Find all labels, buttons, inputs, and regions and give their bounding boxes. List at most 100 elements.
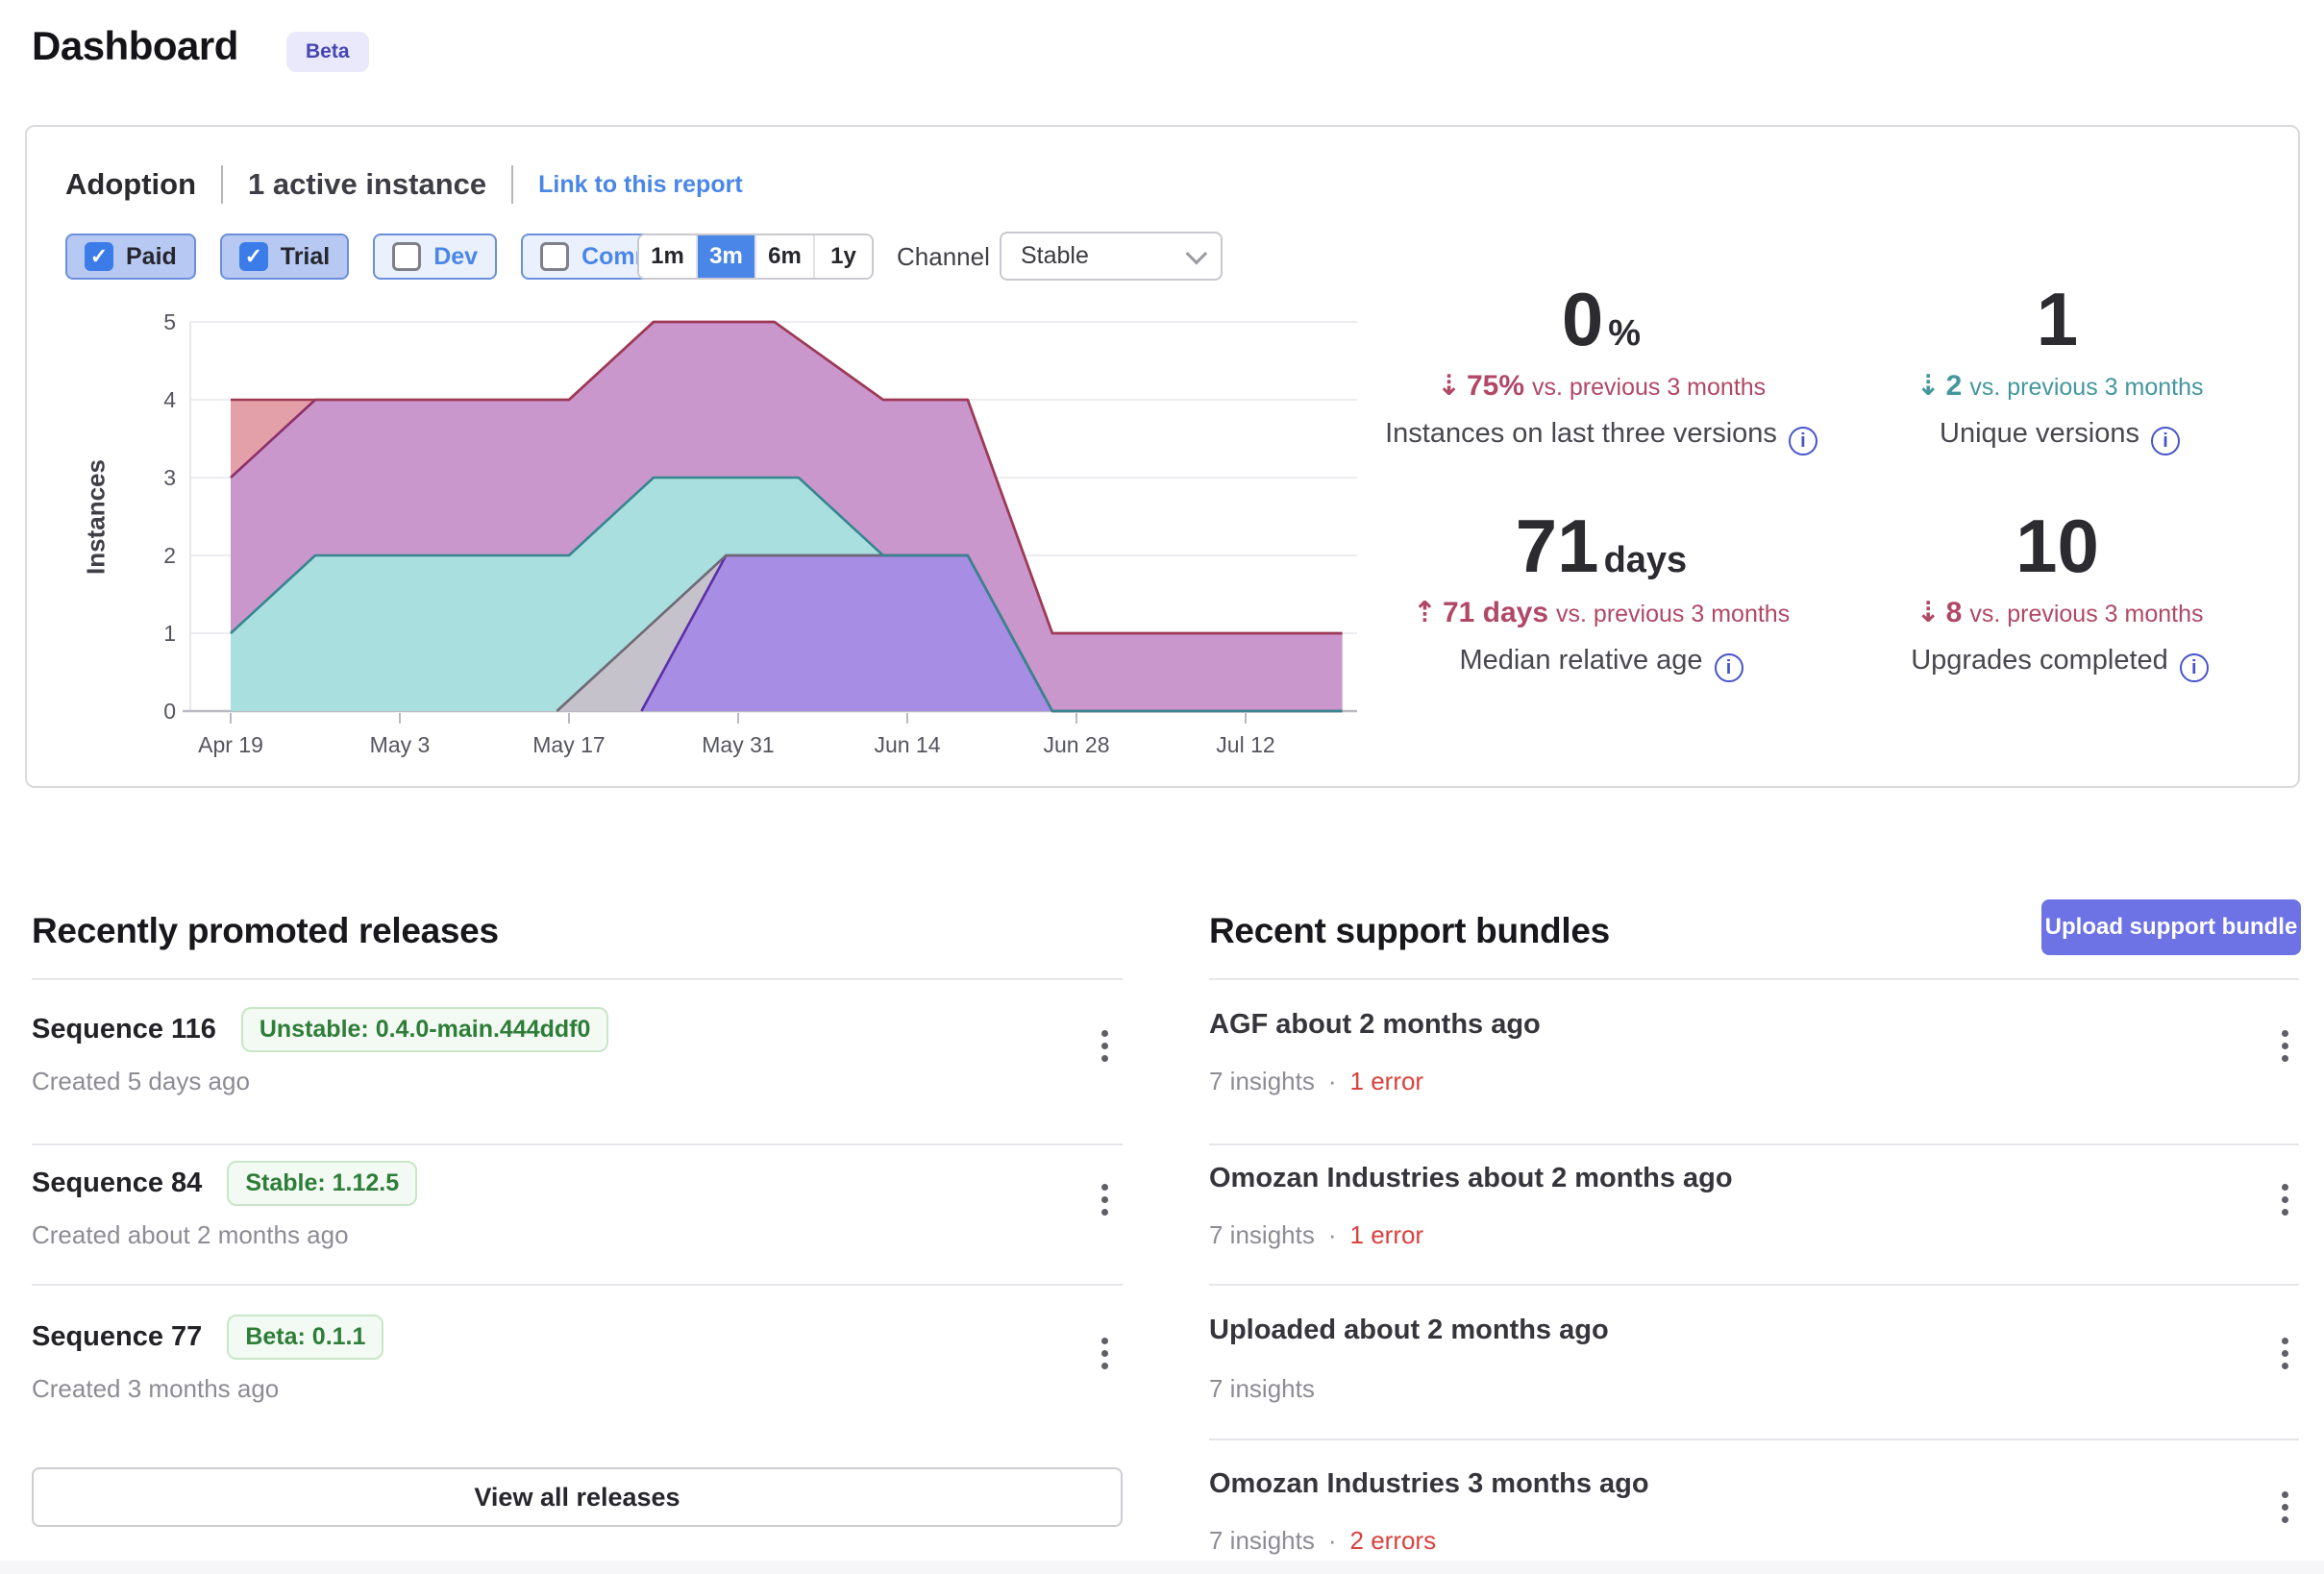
info-icon[interactable]: i: [1788, 427, 1817, 456]
checkbox-checked-icon[interactable]: ✓: [85, 242, 113, 271]
view-all-releases-button[interactable]: View all releases: [32, 1467, 1123, 1527]
upload-support-bundle-button[interactable]: Upload support bundle: [2041, 899, 2301, 955]
info-icon[interactable]: i: [2150, 427, 2180, 456]
arrow-down-dashed-icon: ⇣: [1916, 595, 1941, 629]
chevron-down-icon: [1185, 242, 1208, 264]
release-channel-badge: Unstable: 0.4.0-main.444ddf0: [240, 1007, 609, 1052]
release-channel-badge: Stable: 1.12.5: [227, 1161, 418, 1206]
stat-median-relative-age: 71 days ⇡ 71 days vs. previous 3 months Med…: [1371, 506, 1832, 683]
bundle-row-title[interactable]: AGF about 2 months ago: [1209, 1009, 1541, 1040]
stat-value: 10: [2015, 504, 2099, 588]
filter-chip-dev[interactable]: Dev: [373, 234, 498, 280]
svg-text:3: 3: [163, 465, 176, 490]
active-instances-count: 1 active instance: [248, 167, 487, 201]
bundles-heading: Recent support bundles: [1209, 911, 1610, 950]
time-range-1m[interactable]: 1m: [639, 235, 698, 278]
beta-badge: Beta: [286, 32, 369, 72]
kebab-menu-icon[interactable]: [2282, 1491, 2289, 1523]
bundle-row-title[interactable]: Omozan Industries about 2 months ago: [1209, 1163, 1733, 1193]
filter-chip-label: Trial: [280, 242, 331, 270]
meta-dot: ·: [1327, 1526, 1337, 1555]
release-created: Created 5 days ago: [32, 1067, 250, 1095]
filter-chip-label: Paid: [126, 242, 177, 270]
stat-label: Median relative age i: [1371, 645, 1832, 683]
stat-label: Unique versions i: [1829, 418, 2290, 456]
bundle-row-title[interactable]: Omozan Industries 3 months ago: [1209, 1468, 1649, 1499]
divider: [1209, 978, 2299, 980]
kebab-menu-icon[interactable]: [2282, 1338, 2289, 1369]
bundle-error-count: 2 errors: [1349, 1526, 1437, 1555]
time-range-3m[interactable]: 3m: [698, 235, 756, 278]
header-divider: [221, 165, 224, 204]
time-range-1y[interactable]: 1y: [815, 235, 872, 278]
bundle-error-count: 1 error: [1349, 1067, 1424, 1095]
arrow-up-dashed-icon: ⇡: [1412, 595, 1437, 629]
bundle-meta: 7 insights: [1209, 1374, 1315, 1404]
time-range-selector: 1m 3m 6m 1y: [637, 234, 874, 280]
bundle-insights: 7 insights: [1209, 1067, 1315, 1095]
release-row-title[interactable]: Sequence 77 Beta: 0.1.1: [32, 1315, 384, 1360]
filter-chip-trial[interactable]: ✓ Trial: [219, 234, 350, 280]
channel-select-value: Stable: [1021, 242, 1089, 269]
stat-label: Instances on last three versions i: [1371, 418, 1832, 456]
adoption-area-chart: 0 1 2 3 4 5 Apr 19 May 3 May 17 May 31 Jun 14 Jun 2…: [163, 309, 1357, 757]
svg-text:2: 2: [163, 543, 176, 568]
bundle-meta: 7 insights · 1 error: [1209, 1220, 1423, 1250]
svg-text:5: 5: [163, 309, 176, 334]
bundle-error-count: 1 error: [1349, 1220, 1424, 1249]
checkbox-unchecked-icon[interactable]: [392, 242, 422, 271]
kebab-menu-icon[interactable]: [1101, 1338, 1109, 1369]
release-row-title[interactable]: Sequence 84 Stable: 1.12.5: [32, 1161, 418, 1206]
divider: [32, 1284, 1123, 1286]
svg-text:Jun 28: Jun 28: [1043, 732, 1109, 757]
divider: [32, 1144, 1123, 1145]
svg-text:May 17: May 17: [532, 732, 605, 757]
stat-unique-versions: 1 ⇣ 2 vs. previous 3 months Unique version…: [1829, 277, 2290, 456]
bundle-meta: 7 insights · 1 error: [1209, 1067, 1423, 1096]
page-title: Dashboard: [32, 23, 238, 68]
filter-chip-label: Dev: [433, 242, 479, 270]
bundle-insights: 7 insights: [1209, 1374, 1315, 1403]
channel-label: Channel: [897, 242, 990, 271]
meta-dot: ·: [1327, 1067, 1337, 1095]
stat-value: 1: [2036, 277, 2079, 361]
stat-delta: ⇡ 71 days vs. previous 3 months: [1412, 595, 1791, 629]
svg-text:Jun 14: Jun 14: [874, 732, 940, 757]
divider: [1209, 1144, 2299, 1145]
adoption-title: Adoption: [65, 167, 197, 201]
link-to-report[interactable]: Link to this report: [538, 170, 743, 198]
divider: [32, 978, 1123, 980]
stat-delta: ⇣ 8 vs. previous 3 months: [1916, 595, 2204, 629]
checkbox-checked-icon[interactable]: ✓: [238, 242, 268, 271]
svg-text:4: 4: [163, 387, 176, 412]
info-icon[interactable]: i: [1714, 653, 1743, 683]
arrow-down-dashed-icon: ⇣: [1436, 368, 1461, 403]
stat-delta: ⇣ 75% vs. previous 3 months: [1436, 368, 1767, 403]
stat-upgrades-completed: 10 ⇣ 8 vs. previous 3 months Upgrades comp…: [1829, 504, 2290, 683]
header-divider: [511, 165, 514, 204]
kebab-menu-icon[interactable]: [1101, 1030, 1109, 1062]
checkbox-unchecked-icon[interactable]: [540, 242, 570, 271]
release-created: Created about 2 months ago: [32, 1220, 349, 1249]
divider: [1209, 1439, 2299, 1440]
stat-instances-last-three-versions: 0% ⇣ 75% vs. previous 3 months Instances o…: [1371, 280, 1832, 456]
meta-dot: ·: [1327, 1220, 1337, 1249]
info-icon[interactable]: i: [2179, 653, 2209, 683]
svg-text:0: 0: [163, 699, 176, 724]
viewport-bottom-strip: [0, 1561, 2324, 1574]
bundle-insights: 7 insights: [1209, 1220, 1315, 1249]
kebab-menu-icon[interactable]: [2282, 1184, 2289, 1216]
releases-heading: Recently promoted releases: [32, 911, 499, 950]
kebab-menu-icon[interactable]: [2282, 1030, 2289, 1062]
bundle-row-title[interactable]: Uploaded about 2 months ago: [1209, 1315, 1609, 1345]
svg-text:1: 1: [163, 621, 176, 646]
filter-chip-paid[interactable]: ✓ Paid: [65, 234, 196, 280]
adoption-card-header: Adoption 1 active instance Link to this …: [65, 160, 743, 209]
time-range-6m[interactable]: 6m: [756, 235, 815, 278]
release-created: Created 3 months ago: [32, 1374, 280, 1403]
channel-select[interactable]: Stable: [1000, 232, 1223, 281]
svg-text:May 3: May 3: [370, 732, 431, 757]
release-row-title[interactable]: Sequence 116 Unstable: 0.4.0-main.444ddf…: [32, 1007, 609, 1052]
kebab-menu-icon[interactable]: [1101, 1184, 1109, 1216]
